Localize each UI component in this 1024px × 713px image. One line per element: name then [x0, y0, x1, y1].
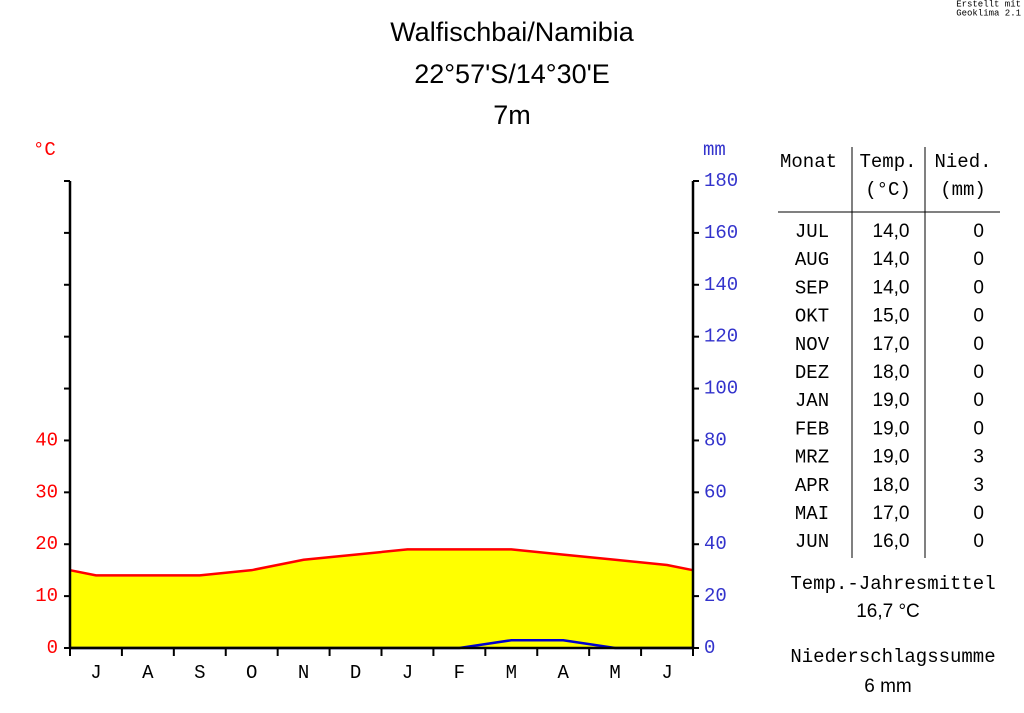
chart-title: Walfischbai/Namibia: [390, 17, 635, 47]
x-tick-label: S: [194, 662, 205, 684]
summary-value: 6 mm: [864, 676, 912, 697]
table-header: Temp.: [859, 151, 916, 173]
y-tick-label: 20: [35, 533, 58, 555]
table-precip: 0: [973, 221, 984, 242]
y-tick-label: 40: [35, 429, 58, 451]
table-month: AUG: [795, 249, 829, 271]
credit: Erstellt mit: [956, 0, 1021, 9]
y2-tick-label: 180: [704, 170, 738, 192]
y-axis-label: °C: [33, 139, 56, 161]
table-header: (°C): [865, 179, 911, 201]
y2-tick-label: 60: [704, 481, 727, 503]
x-tick-label: M: [506, 662, 517, 684]
y-tick-label: 0: [47, 637, 58, 659]
table-month: NOV: [795, 334, 830, 356]
x-tick-label: A: [558, 662, 570, 684]
table-month: JUL: [795, 221, 829, 243]
x-tick-label: D: [350, 662, 361, 684]
table-precip: 0: [973, 531, 984, 552]
table-temp: 19,0: [873, 390, 910, 411]
table-month: SEP: [795, 277, 829, 299]
table-temp: 18,0: [873, 362, 910, 383]
table-temp: 15,0: [873, 306, 910, 327]
y2-axis-label: mm: [703, 139, 726, 161]
table-month: OKT: [795, 306, 829, 328]
x-tick-label: A: [142, 662, 154, 684]
table-header: Nied.: [934, 151, 991, 173]
x-tick-label: O: [246, 662, 257, 684]
table-temp: 17,0: [873, 503, 910, 524]
table-precip: 3: [973, 447, 984, 468]
summary-value: 16,7 °C: [856, 601, 920, 622]
x-tick-label: F: [454, 662, 465, 684]
y-tick-label: 10: [35, 585, 58, 607]
table-temp: 19,0: [873, 418, 910, 439]
table-temp: 18,0: [873, 475, 910, 496]
y2-tick-label: 40: [704, 533, 727, 555]
credit: Geoklima 2.1: [956, 8, 1021, 18]
table-month: MAI: [795, 503, 829, 525]
y2-tick-label: 160: [704, 222, 738, 244]
table-temp: 14,0: [873, 277, 910, 298]
table-precip: 0: [973, 503, 984, 524]
y2-tick-label: 140: [704, 274, 738, 296]
table-precip: 0: [973, 334, 984, 355]
elevation: 7m: [493, 100, 531, 130]
table-temp: 16,0: [873, 531, 910, 552]
dry-area: [70, 549, 693, 648]
table-month: JUN: [795, 531, 829, 553]
table-header: (mm): [940, 179, 986, 201]
table-precip: 0: [973, 390, 984, 411]
temp-line: [69, 548, 694, 577]
y2-tick-label: 0: [704, 637, 715, 659]
table-temp: 17,0: [873, 334, 910, 355]
table-temp: 19,0: [873, 447, 910, 468]
table-month: MRZ: [795, 447, 829, 469]
table-precip: 0: [973, 249, 984, 270]
y2-tick-label: 100: [704, 378, 738, 400]
table-temp: 14,0: [873, 249, 910, 270]
y2-tick-label: 20: [704, 585, 727, 607]
chart-subtitle: 22°57'S/14°30'E: [414, 59, 610, 89]
summary-label: Temp.-Jahresmittel: [790, 573, 995, 595]
table-header: Monat: [780, 151, 837, 173]
y2-tick-label: 120: [704, 326, 738, 348]
table-precip: 0: [973, 277, 984, 298]
table-month: FEB: [795, 418, 829, 440]
table-precip: 0: [973, 306, 984, 327]
table-precip: 3: [973, 475, 984, 496]
table-month: APR: [795, 475, 829, 497]
summary-label: Niederschlagssumme: [790, 646, 995, 668]
x-tick-label: N: [298, 662, 309, 684]
table-month: JAN: [795, 390, 829, 412]
x-tick-label: J: [402, 662, 413, 684]
table-precip: 0: [973, 362, 984, 383]
y-tick-label: 30: [35, 481, 58, 503]
x-tick-label: J: [90, 662, 101, 684]
table-precip: 0: [973, 418, 984, 439]
y2-tick-label: 80: [704, 429, 727, 451]
x-tick-label: J: [661, 662, 672, 684]
table-temp: 14,0: [873, 221, 910, 242]
table-month: DEZ: [795, 362, 829, 384]
x-tick-label: M: [609, 662, 620, 684]
